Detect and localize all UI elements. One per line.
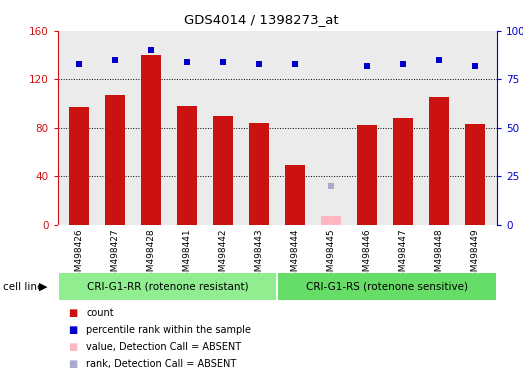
Text: GSM498441: GSM498441 bbox=[183, 228, 191, 283]
Text: CRI-G1-RS (rotenone sensitive): CRI-G1-RS (rotenone sensitive) bbox=[306, 281, 468, 291]
Text: GDS4014 / 1398273_at: GDS4014 / 1398273_at bbox=[184, 13, 339, 26]
Text: cell line: cell line bbox=[3, 282, 43, 292]
Text: percentile rank within the sample: percentile rank within the sample bbox=[86, 325, 251, 335]
Bar bbox=[105, 95, 125, 225]
Bar bbox=[357, 125, 377, 225]
Text: GSM498427: GSM498427 bbox=[111, 228, 120, 283]
Bar bbox=[69, 107, 89, 225]
Bar bbox=[393, 118, 413, 225]
Bar bbox=[59, 273, 276, 300]
Text: GSM498448: GSM498448 bbox=[435, 228, 444, 283]
Text: count: count bbox=[86, 308, 114, 318]
Bar bbox=[465, 124, 485, 225]
Text: ■: ■ bbox=[68, 342, 77, 352]
Text: ■: ■ bbox=[68, 325, 77, 335]
Bar bbox=[213, 116, 233, 225]
Text: rank, Detection Call = ABSENT: rank, Detection Call = ABSENT bbox=[86, 359, 236, 369]
Text: GSM498442: GSM498442 bbox=[219, 228, 228, 283]
Text: GSM498447: GSM498447 bbox=[399, 228, 408, 283]
Text: GSM498428: GSM498428 bbox=[146, 228, 156, 283]
Text: CRI-G1-RR (rotenone resistant): CRI-G1-RR (rotenone resistant) bbox=[86, 281, 248, 291]
Text: GSM498449: GSM498449 bbox=[471, 228, 480, 283]
Text: GSM498443: GSM498443 bbox=[255, 228, 264, 283]
Bar bbox=[429, 98, 449, 225]
Text: GSM498446: GSM498446 bbox=[363, 228, 372, 283]
Text: ▶: ▶ bbox=[39, 282, 48, 292]
Text: value, Detection Call = ABSENT: value, Detection Call = ABSENT bbox=[86, 342, 242, 352]
Text: GSM498445: GSM498445 bbox=[327, 228, 336, 283]
Bar bbox=[278, 273, 496, 300]
Bar bbox=[177, 106, 197, 225]
Text: GSM498444: GSM498444 bbox=[291, 228, 300, 283]
Bar bbox=[249, 123, 269, 225]
Text: ■: ■ bbox=[68, 308, 77, 318]
Bar bbox=[285, 165, 305, 225]
Bar bbox=[141, 55, 161, 225]
Text: ■: ■ bbox=[68, 359, 77, 369]
Bar bbox=[321, 216, 341, 225]
Text: GSM498426: GSM498426 bbox=[75, 228, 84, 283]
